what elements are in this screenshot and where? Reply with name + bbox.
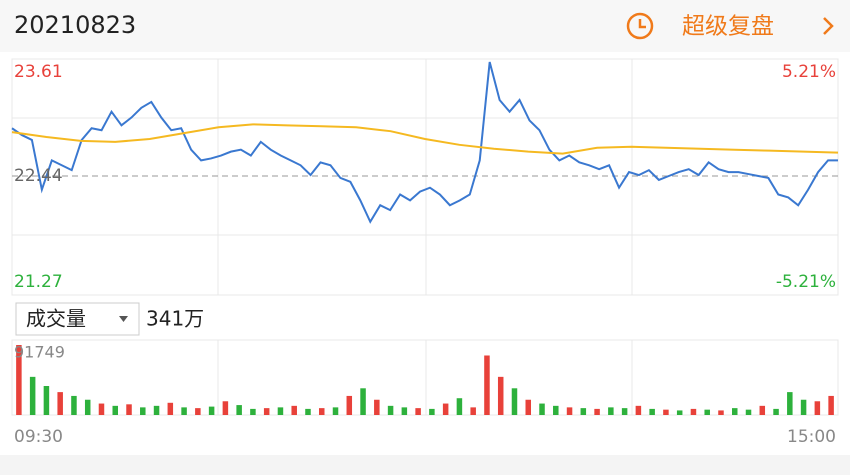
volume-bar	[98, 403, 105, 415]
header-bar	[0, 0, 850, 52]
volume-dropdown[interactable]	[15, 302, 140, 336]
date: 20210823	[14, 11, 136, 39]
y-tick-label: 23.61	[14, 62, 63, 82]
price-line	[11, 61, 838, 224]
footer	[0, 455, 850, 475]
volume-bar	[236, 405, 242, 415]
volume-bar	[250, 408, 256, 415]
volume-bar	[594, 408, 600, 415]
volume-bar	[112, 405, 119, 415]
volume-bar	[800, 399, 807, 415]
x-tick-label: 09:30	[14, 427, 63, 447]
volume-bar	[580, 408, 587, 415]
volume-bar	[442, 403, 449, 415]
volume-bar	[608, 407, 614, 415]
volume-bar	[429, 408, 435, 415]
volume-bar	[16, 345, 22, 415]
price-line	[11, 123, 839, 155]
volume-bar	[140, 407, 146, 415]
volume-bar	[787, 392, 793, 415]
volume-bar	[195, 408, 201, 415]
volume-bar	[511, 388, 518, 415]
volume-bar	[566, 407, 573, 415]
volume-bar	[773, 408, 779, 415]
volume-bar	[745, 409, 752, 415]
volume-bar	[167, 402, 174, 415]
volume-bar	[401, 407, 408, 415]
volume-bar	[621, 408, 628, 415]
volume-bar	[484, 355, 490, 415]
volume-bar	[263, 408, 270, 415]
volume-bar	[387, 405, 394, 415]
volume-bar	[71, 395, 77, 415]
y2-tick-label: -5.21%	[776, 272, 836, 292]
y-tick-label: 91749	[14, 343, 65, 362]
volume-bar	[663, 409, 669, 415]
volume-bar	[525, 399, 532, 415]
volume-bar	[635, 405, 642, 415]
volume-bar	[690, 408, 697, 415]
replay-label[interactable]: 超级复盘	[682, 14, 774, 40]
volume-bar	[456, 398, 463, 415]
volume-total: 341万	[146, 307, 204, 331]
volume-bar	[553, 405, 559, 415]
volume-bar	[57, 392, 63, 415]
volume-bar	[305, 408, 311, 415]
volume-bar	[539, 403, 545, 415]
volume-bar	[704, 409, 710, 415]
volume-bar	[43, 386, 50, 415]
volume-bar	[277, 407, 284, 415]
volume-bar	[332, 407, 339, 415]
volume-bar	[318, 408, 325, 415]
volume-bar	[84, 399, 91, 415]
volume-bar	[153, 405, 160, 415]
volume-bar	[291, 405, 297, 415]
volume-bar	[497, 376, 504, 415]
volume-bar	[759, 405, 766, 415]
volume-bar	[676, 410, 683, 415]
volume-bar	[374, 399, 380, 415]
volume-bar	[208, 406, 215, 415]
y2-tick-label: 5.21%	[782, 62, 836, 82]
replay-button[interactable]: 超级复盘	[626, 12, 834, 40]
volume-bar	[346, 395, 353, 415]
volume-bar	[181, 407, 187, 415]
volume-bar	[814, 401, 821, 415]
volume-bar	[360, 388, 366, 415]
dropdown-arrow[interactable]	[119, 316, 128, 322]
volume-label[interactable]: 成交量	[26, 307, 86, 331]
volume-bar	[731, 408, 738, 415]
volume-bar	[222, 401, 229, 415]
x-tick-label: 15:00	[787, 427, 836, 447]
volume-bar	[29, 376, 36, 415]
y-tick-label: 21.27	[14, 272, 63, 292]
volume-bar	[415, 408, 421, 415]
volume-bar	[649, 408, 655, 415]
volume-bar	[126, 404, 132, 415]
y-tick-label: 22.44	[14, 166, 63, 186]
frame	[11, 58, 839, 416]
volume-bar	[828, 395, 834, 415]
volume-bar	[470, 407, 476, 415]
volume-bar	[718, 410, 724, 415]
